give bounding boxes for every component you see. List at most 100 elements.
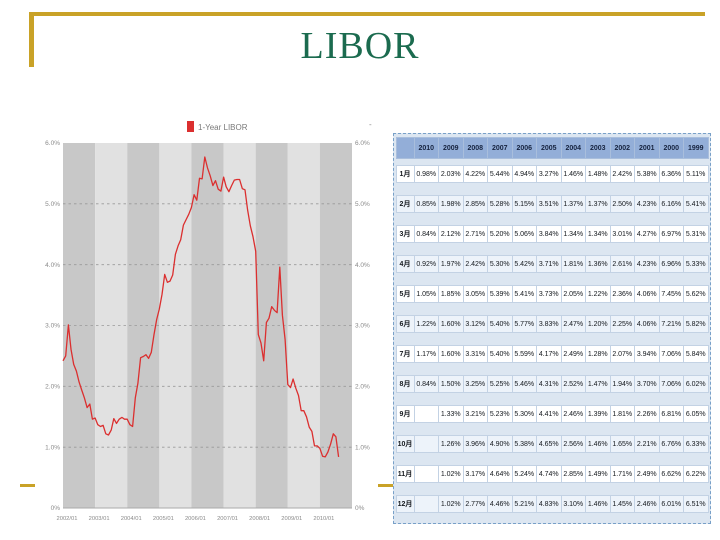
rate-cell: 3.27% bbox=[536, 165, 562, 183]
rate-cell: 1.81% bbox=[609, 405, 635, 423]
rate-cell: 6.33% bbox=[683, 435, 709, 453]
table-row-spacer bbox=[396, 333, 708, 346]
rate-cell: 2.12% bbox=[438, 225, 464, 243]
rate-cell: 2.56% bbox=[560, 435, 586, 453]
y-axis-label-left: 5.0% bbox=[45, 201, 60, 208]
rate-cell: 5.23% bbox=[487, 405, 513, 423]
rate-cell: 1.50% bbox=[438, 375, 464, 393]
rate-cell: 2.49% bbox=[634, 465, 660, 483]
rate-cell: 7.21% bbox=[658, 315, 684, 333]
rate-cell: 5.46% bbox=[511, 375, 537, 393]
rate-cell: 1.17% bbox=[413, 345, 439, 363]
rate-cell: 1.60% bbox=[438, 315, 464, 333]
y-axis-label-right: 0% bbox=[355, 505, 365, 512]
libor-table-object[interactable]: 2010 2009 2008 2007 2006 2005 2004 2003 2002 2001… bbox=[393, 133, 711, 524]
rate-cell: 2.85% bbox=[462, 195, 488, 213]
rate-cell bbox=[413, 495, 439, 513]
rate-cell: 1.45% bbox=[609, 495, 635, 513]
rate-cell: 4.74% bbox=[536, 465, 562, 483]
year-column-header: 2001 bbox=[634, 137, 660, 159]
rate-cell: 5.24% bbox=[511, 465, 537, 483]
rate-cell: 7.45% bbox=[658, 285, 684, 303]
rate-cell: 1.47% bbox=[585, 375, 611, 393]
rate-cell: 3.83% bbox=[536, 315, 562, 333]
y-axis-label-left: 3.0% bbox=[45, 323, 60, 330]
month-label: 8月 bbox=[395, 375, 415, 393]
rate-cell bbox=[413, 435, 439, 453]
x-axis-label: 2006/01 bbox=[185, 516, 206, 522]
rate-cell: 1.02% bbox=[438, 465, 464, 483]
libor-chart-object[interactable]: 6.0% 6.0% 5.0% 5.0% 4.0% 4.0% 3.0% 3.0% 2.0% 2.0%… bbox=[35, 113, 378, 525]
rate-cell: 6.62% bbox=[658, 465, 684, 483]
rate-cell: 1.05% bbox=[413, 285, 439, 303]
table-row-spacer bbox=[396, 273, 708, 286]
rate-cell: 3.73% bbox=[536, 285, 562, 303]
rate-cell: 5.59% bbox=[511, 345, 537, 363]
rate-cell: 4.31% bbox=[536, 375, 562, 393]
rate-cell: 2.49% bbox=[560, 345, 586, 363]
rate-cell: 2.71% bbox=[462, 225, 488, 243]
rate-cell: 6.22% bbox=[683, 465, 709, 483]
year-column-header: 2010 bbox=[413, 137, 439, 159]
rate-cell: 5.44% bbox=[487, 165, 513, 183]
rate-cell bbox=[413, 465, 439, 483]
year-band bbox=[127, 143, 160, 508]
rate-cell: 2.03% bbox=[438, 165, 464, 183]
rate-cell: 6.36% bbox=[658, 165, 684, 183]
table-row: 4月 0.92% 1.97% 2.42% 5.30% 5.42% 3.71% 1.81% 1.3… bbox=[395, 255, 709, 273]
rate-cell: 4.17% bbox=[536, 345, 562, 363]
rate-cell: 1.20% bbox=[585, 315, 611, 333]
libor-series-line bbox=[62, 156, 340, 458]
rate-cell: 2.26% bbox=[634, 405, 660, 423]
year-column-header: 2008 bbox=[462, 137, 488, 159]
rate-cell: 6.16% bbox=[658, 195, 684, 213]
y-axis-label-left: 6.0% bbox=[45, 140, 60, 147]
rate-cell: 5.38% bbox=[511, 435, 537, 453]
rate-cell: 1.49% bbox=[585, 465, 611, 483]
table-row-spacer bbox=[396, 243, 708, 256]
rate-cell: 5.39% bbox=[487, 285, 513, 303]
rate-cell: 4.23% bbox=[634, 195, 660, 213]
table-row: 2月 0.85% 1.98% 2.85% 5.28% 5.15% 3.51% 1.37% 1.3… bbox=[395, 195, 709, 213]
rate-cell: 1.34% bbox=[585, 225, 611, 243]
rate-cell: 3.10% bbox=[560, 495, 586, 513]
rate-cell: 1.48% bbox=[585, 165, 611, 183]
rate-cell: 1.37% bbox=[585, 195, 611, 213]
rate-cell: 0.98% bbox=[413, 165, 439, 183]
rate-cell: 7.06% bbox=[658, 375, 684, 393]
rate-cell: 3.12% bbox=[462, 315, 488, 333]
rate-cell: 1.46% bbox=[560, 165, 586, 183]
rate-cell: 2.50% bbox=[609, 195, 635, 213]
rate-cell: 4.06% bbox=[634, 315, 660, 333]
rate-cell: 3.94% bbox=[634, 345, 660, 363]
table-row-spacer bbox=[396, 483, 708, 496]
table-row-spacer bbox=[396, 393, 708, 406]
month-label: 10月 bbox=[395, 435, 415, 453]
x-axis-label: 2002/01 bbox=[57, 516, 78, 522]
rate-cell: 2.61% bbox=[609, 255, 635, 273]
rate-cell: 2.05% bbox=[560, 285, 586, 303]
rate-cell: 5.31% bbox=[683, 225, 709, 243]
rate-cell: 6.51% bbox=[683, 495, 709, 513]
left-accent-bar bbox=[29, 12, 34, 67]
y-axis-label-left: 4.0% bbox=[45, 262, 60, 269]
rate-cell: 1.02% bbox=[438, 495, 464, 513]
rate-cell: 4.27% bbox=[634, 225, 660, 243]
libor-rate-table: 2010 2009 2008 2007 2006 2005 2004 2003 2002 2001… bbox=[395, 137, 709, 513]
year-column-header: 2005 bbox=[536, 137, 562, 159]
rate-cell: 1.22% bbox=[413, 315, 439, 333]
rate-cell: 3.51% bbox=[536, 195, 562, 213]
table-row-spacer bbox=[396, 213, 708, 226]
year-column-header: 2004 bbox=[560, 137, 586, 159]
rate-cell: 6.01% bbox=[658, 495, 684, 513]
rate-cell: 4.06% bbox=[634, 285, 660, 303]
rate-cell: 6.96% bbox=[658, 255, 684, 273]
x-axis-label: 2009/01 bbox=[281, 516, 302, 522]
year-column-header: 2003 bbox=[585, 137, 611, 159]
rate-cell: 5.25% bbox=[487, 375, 513, 393]
table-row-spacer bbox=[396, 363, 708, 376]
rate-cell: 3.31% bbox=[462, 345, 488, 363]
rate-cell: 1.98% bbox=[438, 195, 464, 213]
rate-cell: 4.90% bbox=[487, 435, 513, 453]
month-label: 6月 bbox=[395, 315, 415, 333]
